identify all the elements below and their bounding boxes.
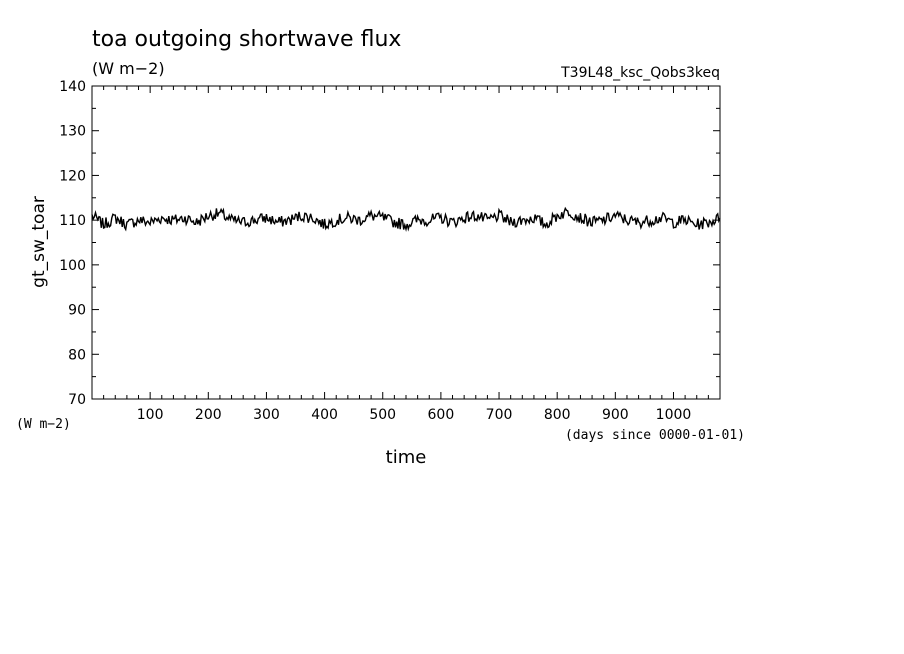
x-tick-label: 100 [137,407,164,423]
x-axis-label: time [386,447,427,468]
run-label: T39L48_ksc_Qobs3keq [560,65,720,81]
y-tick-label: 70 [68,392,86,408]
plot-frame [91,85,721,400]
y-tick-label: 80 [68,347,86,363]
x-tick-label: 700 [486,407,513,423]
y-tick-label: 130 [59,124,86,140]
x-tick-label: 400 [311,407,338,423]
x-tick-label: 600 [428,407,455,423]
x-tick-label: 500 [369,407,396,423]
y-tick-label: 110 [59,213,86,229]
x-tick-label: 900 [602,407,629,423]
y-axis-unit: (W m−2) [16,417,71,432]
y-axis: 70 80 90 100 110 120 130 140 [59,79,720,408]
plot-area: 70 80 90 100 110 120 130 140 100 200 300 400 500 600… [59,79,721,423]
y-tick-label: 90 [68,303,86,319]
x-axis: 100 200 300 400 500 600 700 800 900 1000 [103,86,709,423]
y-axis-label: gt_sw_toar [29,196,49,288]
x-tick-label: 800 [544,407,571,423]
x-tick-label: 200 [195,407,222,423]
x-axis-unit: (days since 0000-01-01) [565,428,745,443]
y-tick-label: 120 [59,168,86,184]
x-tick-label: 1000 [656,407,692,423]
chart-title: toa outgoing shortwave flux [92,27,401,52]
y-tick-label: 140 [59,79,86,95]
y-tick-label: 100 [59,258,86,274]
series-line [91,206,721,232]
chart-subtitle: (W m−2) [92,59,165,78]
x-tick-label: 300 [253,407,280,423]
